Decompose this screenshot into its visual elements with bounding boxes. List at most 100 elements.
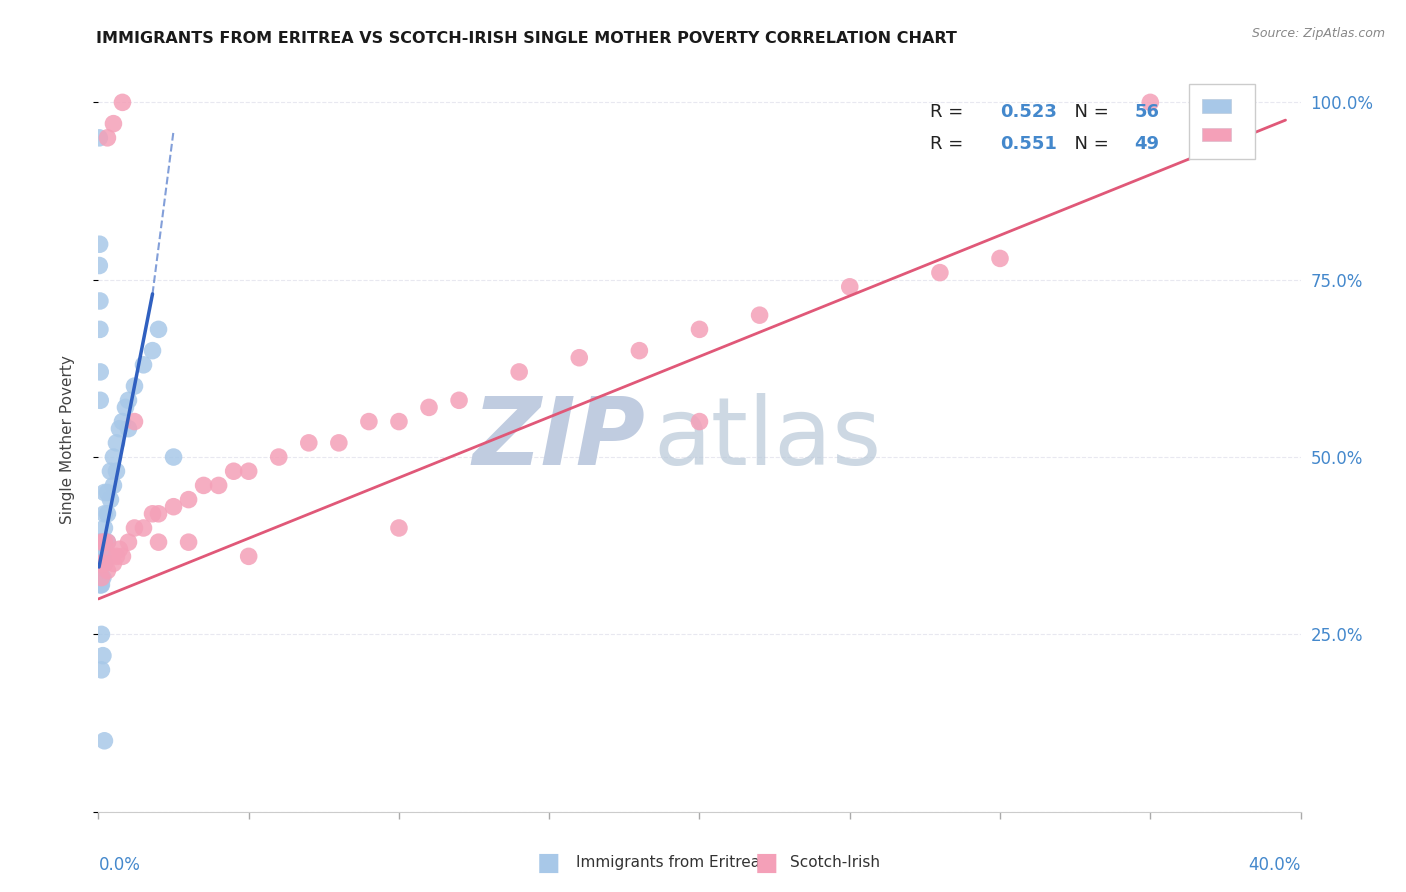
Point xyxy=(208,478,231,492)
Point xyxy=(93,733,115,747)
Point xyxy=(96,535,118,549)
Point xyxy=(89,571,111,585)
Point xyxy=(628,343,651,358)
Point xyxy=(388,415,411,429)
Point xyxy=(117,535,139,549)
Text: 40.0%: 40.0% xyxy=(1249,856,1301,874)
Point xyxy=(90,578,112,592)
Text: Scotch-Irish: Scotch-Irish xyxy=(790,855,880,870)
Point xyxy=(1229,95,1251,110)
Point xyxy=(688,322,710,336)
Point xyxy=(90,557,112,571)
Point xyxy=(90,535,112,549)
Point xyxy=(89,365,111,379)
Point xyxy=(90,571,112,585)
Legend: , : , xyxy=(1188,84,1254,159)
Point xyxy=(162,500,184,514)
Point xyxy=(117,393,139,408)
Text: N =: N = xyxy=(1063,103,1114,120)
Point xyxy=(103,478,125,492)
Point xyxy=(89,535,111,549)
Point xyxy=(90,549,112,564)
Point xyxy=(89,549,111,564)
Point xyxy=(90,557,112,571)
Text: ■: ■ xyxy=(537,851,560,874)
Point xyxy=(89,564,111,578)
Point xyxy=(89,542,111,557)
Point xyxy=(141,343,163,358)
Point xyxy=(96,507,118,521)
Point xyxy=(105,549,128,564)
Point xyxy=(100,492,122,507)
Point xyxy=(193,478,215,492)
Point xyxy=(238,549,260,564)
Point xyxy=(93,485,115,500)
Point xyxy=(688,415,710,429)
Point xyxy=(103,117,125,131)
Text: 49: 49 xyxy=(1135,135,1160,153)
Point xyxy=(298,435,321,450)
Point xyxy=(111,95,134,110)
Point xyxy=(132,521,155,535)
Point xyxy=(93,535,115,549)
Point xyxy=(238,464,260,478)
Point xyxy=(267,450,290,464)
Point xyxy=(838,280,860,294)
Point xyxy=(96,535,118,549)
Y-axis label: Single Mother Poverty: Single Mother Poverty xyxy=(60,355,75,524)
Point xyxy=(89,322,111,336)
Point xyxy=(96,564,118,578)
Point xyxy=(111,549,134,564)
Point xyxy=(90,627,112,641)
Point xyxy=(105,464,128,478)
Point xyxy=(96,131,118,145)
Point xyxy=(108,542,131,557)
Text: Source: ZipAtlas.com: Source: ZipAtlas.com xyxy=(1251,27,1385,40)
Point xyxy=(90,571,112,585)
Text: 0.551: 0.551 xyxy=(1000,135,1057,153)
Text: IMMIGRANTS FROM ERITREA VS SCOTCH-IRISH SINGLE MOTHER POVERTY CORRELATION CHART: IMMIGRANTS FROM ERITREA VS SCOTCH-IRISH … xyxy=(96,31,956,46)
Text: ZIP: ZIP xyxy=(472,393,645,485)
Point xyxy=(103,557,125,571)
Point xyxy=(328,435,350,450)
Point xyxy=(89,393,111,408)
Point xyxy=(91,571,114,585)
Text: 0.523: 0.523 xyxy=(1000,103,1057,120)
Point xyxy=(929,266,952,280)
Point xyxy=(100,464,122,478)
Point xyxy=(89,557,111,571)
Point xyxy=(89,293,111,308)
Text: 0.0%: 0.0% xyxy=(98,856,141,874)
Point xyxy=(114,401,136,415)
Point xyxy=(93,507,115,521)
Point xyxy=(103,450,125,464)
Point xyxy=(357,415,380,429)
Point xyxy=(93,521,115,535)
Point xyxy=(132,358,155,372)
Point xyxy=(124,379,146,393)
Text: R =: R = xyxy=(931,103,969,120)
Text: Immigrants from Eritrea: Immigrants from Eritrea xyxy=(576,855,761,870)
Text: ■: ■ xyxy=(755,851,778,874)
Point xyxy=(93,535,115,549)
Point xyxy=(177,492,200,507)
Point xyxy=(508,365,530,379)
Point xyxy=(148,322,170,336)
Point xyxy=(96,485,118,500)
Point xyxy=(222,464,245,478)
Point xyxy=(89,549,111,564)
Point xyxy=(141,507,163,521)
Point xyxy=(108,422,131,436)
Point xyxy=(90,571,112,585)
Point xyxy=(89,237,111,252)
Text: 56: 56 xyxy=(1135,103,1160,120)
Point xyxy=(162,450,184,464)
Point xyxy=(89,131,111,145)
Point xyxy=(111,415,134,429)
Point xyxy=(124,415,146,429)
Text: N =: N = xyxy=(1063,135,1114,153)
Point xyxy=(93,557,115,571)
Point xyxy=(100,549,122,564)
Point xyxy=(148,535,170,549)
Point xyxy=(388,521,411,535)
